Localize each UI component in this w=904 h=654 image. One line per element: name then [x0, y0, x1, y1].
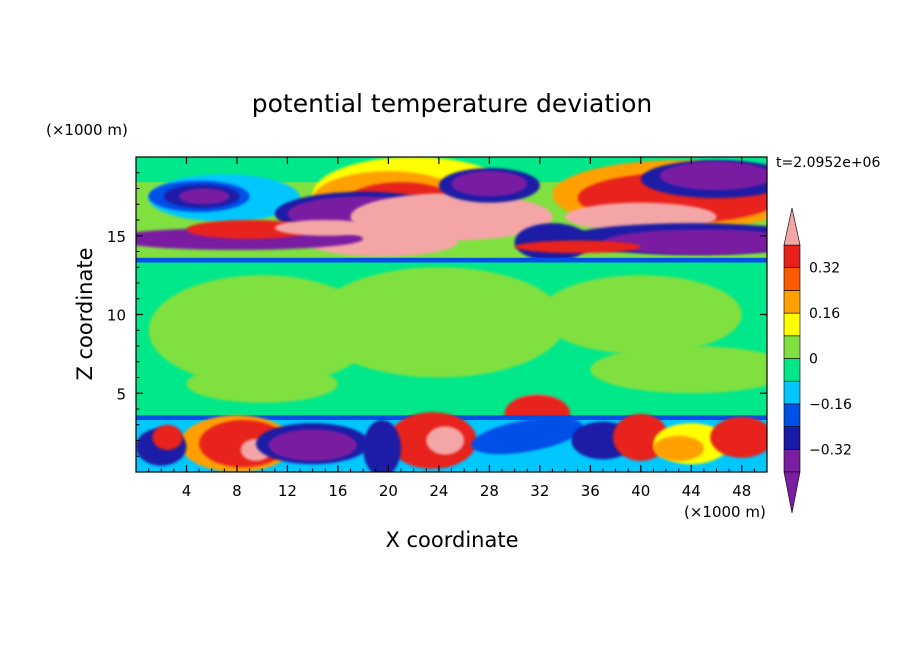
colorbar-swatch-5 [783, 335, 801, 359]
tropopause-blue-line [136, 257, 767, 263]
colorbar-label-0: 0.32 [809, 261, 840, 277]
y-unit-label: (×1000 m) [46, 121, 128, 139]
mid-green-patch-lowright [590, 346, 767, 394]
mid-green-patch-lowleft [186, 364, 338, 403]
upper-left-purple-patch [178, 188, 230, 205]
mid-green-patch-right [539, 275, 742, 354]
y-tick-label-0: 5 [116, 385, 126, 403]
colorbar-swatch-2 [783, 403, 801, 427]
colorbar-label-1: 0.16 [809, 306, 840, 322]
bl-red-left [152, 424, 183, 450]
colorbar: 0.32 0.16 0 −0.16 −0.32 [783, 207, 852, 514]
colorbar-swatch-4 [783, 358, 801, 382]
bl-orange-patch [653, 435, 704, 461]
bl-navy-column [363, 420, 402, 472]
left-pink-streak [274, 220, 376, 236]
colorbar-swatch-7 [783, 290, 801, 314]
mid-green-patch-center [312, 267, 566, 378]
x-tick-label-8: 36 [581, 482, 600, 500]
x-tick-label-7: 32 [530, 482, 549, 500]
x-tick-label-11: 48 [732, 482, 751, 500]
colorbar-label-2: 0 [809, 352, 818, 368]
colorbar-label-4: −0.32 [809, 442, 852, 458]
bl-red-patch-right [710, 416, 767, 458]
plot-field [136, 157, 767, 472]
x-tick-label-6: 28 [480, 482, 499, 500]
x-tick-label-1: 8 [232, 482, 242, 500]
colorbar-swatch-0 [783, 448, 801, 473]
x-tick-label-9: 40 [631, 482, 650, 500]
mid-green-patch-left [148, 275, 376, 386]
y-tick-label-1: 10 [107, 307, 126, 325]
x-tick-label-2: 12 [278, 482, 297, 500]
contour-blobs [136, 157, 767, 472]
colorbar-extend-high [783, 207, 801, 246]
x-tick-label-3: 16 [328, 482, 347, 500]
colorbar-swatch-9 [783, 244, 801, 269]
x-unit-label: (×1000 m) [684, 503, 766, 521]
colorbar-swatch-6 [783, 312, 801, 337]
x-tick-label-4: 20 [379, 482, 398, 500]
upper-purple-cap [451, 171, 528, 197]
center-red-streak [514, 240, 641, 254]
time-label: t=2.0952e+06 [776, 155, 880, 171]
x-tick-label-0: 4 [182, 482, 192, 500]
colorbar-swatch-3 [783, 380, 801, 405]
bl-pink-core-center [426, 426, 465, 455]
x-axis-label: X coordinate [385, 528, 518, 552]
x-tick-label-5: 24 [429, 482, 448, 500]
x-tick-label-10: 44 [682, 482, 701, 500]
colorbar-label-3: −0.16 [809, 397, 852, 413]
bl-purple-pocket [268, 429, 357, 461]
colorbar-extend-low [783, 471, 801, 514]
x-axis: 4 8 12 16 20 24 28 32 36 40 44 48 [148, 157, 755, 500]
colorbar-swatch-8 [783, 267, 801, 291]
colorbar-swatch-1 [783, 426, 801, 450]
right-purple-band [602, 229, 767, 255]
chart-title: potential temperature deviation [252, 89, 652, 118]
y-axis: 5 10 15 [107, 172, 767, 457]
bl-blue-arc [471, 417, 584, 455]
right-purple-cap [659, 161, 767, 191]
y-axis-label: Z coordinate [73, 247, 97, 380]
y-tick-label-2: 15 [107, 228, 126, 246]
